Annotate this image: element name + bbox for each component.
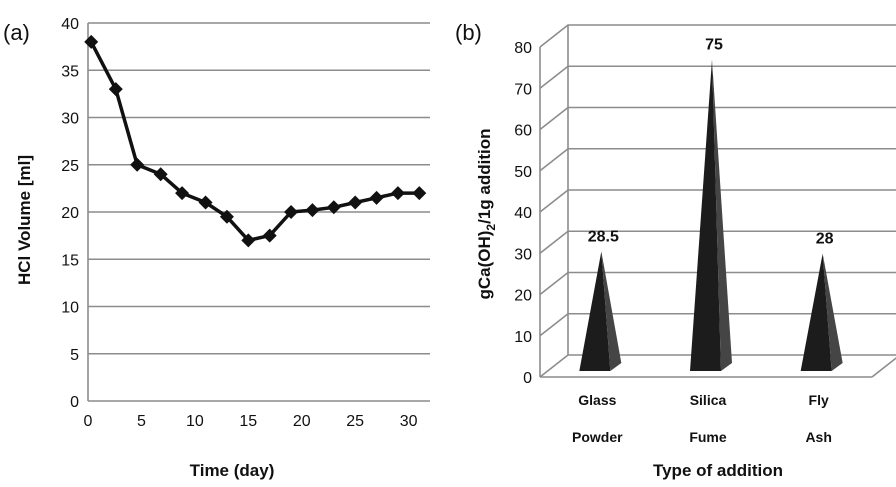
panel-a-x-axis-title: Time (day) bbox=[190, 461, 275, 480]
panel-b-cones bbox=[579, 59, 843, 371]
panel-b-data-labels: 28.5 75 28 bbox=[588, 37, 834, 248]
panel-a-series bbox=[84, 34, 427, 248]
panel-b-cone-side bbox=[822, 253, 843, 371]
panel-b-y-tick-label: 20 bbox=[514, 288, 532, 305]
panel-b-cone bbox=[579, 251, 611, 371]
panel-a-data-point bbox=[130, 157, 145, 172]
panel-a-y-tick-label: 5 bbox=[70, 347, 79, 364]
panel-b-y-tick-label: 70 bbox=[514, 81, 532, 98]
panel-a-data-point bbox=[153, 167, 168, 182]
panel-a-y-tick-label: 15 bbox=[61, 252, 79, 269]
panel-a-data-point bbox=[284, 205, 299, 219]
panel-a-data-point bbox=[412, 186, 427, 201]
panel-b-data-label: 28 bbox=[816, 231, 834, 248]
panel-b-y-tick-label: 50 bbox=[514, 164, 532, 181]
panel-a-x-tick-label: 20 bbox=[293, 413, 311, 430]
panel-b-y-tick-labels: 0 10 20 30 40 50 60 70 80 bbox=[514, 40, 532, 387]
panel-b-3d-frame bbox=[539, 24, 896, 378]
panel-a-data-point bbox=[198, 195, 213, 210]
panel-b-category-labels: Glass Powder Silica Fume Fly Ash bbox=[572, 392, 832, 445]
panel-a-y-tick-label: 0 bbox=[70, 394, 79, 411]
panel-a-data-point bbox=[108, 82, 123, 97]
panel-b-y-tick-label: 80 bbox=[514, 40, 532, 57]
panel-a-y-tick-label: 35 bbox=[61, 63, 79, 80]
panel-a-x-tick-label: 10 bbox=[186, 413, 204, 430]
panel-a-gridlines bbox=[87, 22, 430, 402]
panel-a-x-tick-labels: 0 5 10 15 20 25 30 bbox=[84, 413, 418, 430]
panel-a-x-tick-label: 25 bbox=[346, 413, 364, 430]
panel-b-y-tick-label: 60 bbox=[514, 123, 532, 140]
panel-b-cone-side bbox=[712, 59, 732, 371]
panel-a-data-point bbox=[175, 186, 190, 201]
panel-b-gridline bbox=[539, 106, 896, 131]
panel-b-cone-chart: (b) 0 10 20 30 40 50 60 70 80 28.5 75 28 Glass Powd… bbox=[455, 20, 896, 480]
panel-b-gridline bbox=[539, 65, 896, 89]
panel-a-data-point bbox=[348, 195, 363, 210]
panel-b-x-axis-title: Type of addition bbox=[653, 461, 783, 480]
panel-b-y-tick-label: 40 bbox=[514, 205, 532, 222]
panel-b-floor-right-edge bbox=[871, 357, 896, 378]
panel-a-label: (a) bbox=[3, 20, 30, 45]
panel-b-label: (b) bbox=[455, 20, 482, 45]
panel-b-category-label: Powder bbox=[572, 429, 623, 445]
panel-a-x-tick-label: 0 bbox=[84, 413, 93, 430]
panel-a-y-tick-label: 10 bbox=[61, 300, 79, 317]
panel-b-category-label: Silica bbox=[690, 392, 727, 408]
panel-b-y-tick-label: 10 bbox=[514, 329, 532, 346]
panel-b-cone bbox=[690, 59, 721, 371]
panel-b-cone bbox=[800, 253, 832, 371]
panel-b-cone-side bbox=[601, 251, 622, 371]
panel-a-x-tick-label: 30 bbox=[400, 413, 418, 430]
panel-a-data-point bbox=[390, 186, 405, 201]
panel-a-data-point bbox=[262, 228, 277, 243]
panel-a-y-tick-label: 25 bbox=[61, 158, 79, 175]
panel-b-category-label: Ash bbox=[805, 429, 831, 445]
panel-a-data-point bbox=[241, 233, 256, 248]
panel-b-data-label: 75 bbox=[705, 37, 723, 54]
panel-a-y-axis-title: HCl Volume [ml] bbox=[15, 155, 34, 285]
panel-b-y-tick-label: 0 bbox=[523, 370, 532, 387]
panel-a-data-point bbox=[219, 209, 234, 224]
panel-a-x-tick-label: 15 bbox=[239, 413, 257, 430]
panel-b-category-label: Glass bbox=[578, 392, 616, 408]
panel-a-series-line bbox=[89, 41, 420, 243]
panel-a-data-point bbox=[326, 200, 341, 215]
panel-b-data-label: 28.5 bbox=[588, 228, 619, 245]
panel-a-data-point bbox=[305, 203, 320, 218]
panel-a-data-point bbox=[369, 190, 384, 205]
panel-b-category-label: Fume bbox=[689, 429, 727, 445]
panel-b-y-title-part1: gCa(OH) bbox=[475, 231, 494, 300]
panel-a-y-tick-label: 20 bbox=[61, 205, 79, 222]
panel-b-y-title-part2: /1g addition bbox=[475, 128, 494, 223]
panel-b-category-label: Fly bbox=[809, 392, 829, 408]
panel-b-y-axis-title: gCa(OH)2/1g addition bbox=[475, 128, 498, 299]
panel-b-y-title-subscript: 2 bbox=[484, 224, 498, 231]
panel-a-y-tick-labels: 0 5 10 15 20 25 30 35 40 bbox=[61, 16, 79, 411]
panel-a-y-tick-label: 40 bbox=[61, 16, 79, 33]
panel-a-data-point bbox=[84, 34, 99, 49]
panel-a-x-tick-label: 5 bbox=[137, 413, 146, 430]
panel-b-y-tick-label: 30 bbox=[514, 246, 532, 263]
panel-a-y-tick-label: 30 bbox=[61, 111, 79, 128]
panel-a-line-chart: (a) 0 5 10 15 20 25 30 35 40 0 5 10 15 20 25 30 Time (… bbox=[3, 16, 430, 480]
